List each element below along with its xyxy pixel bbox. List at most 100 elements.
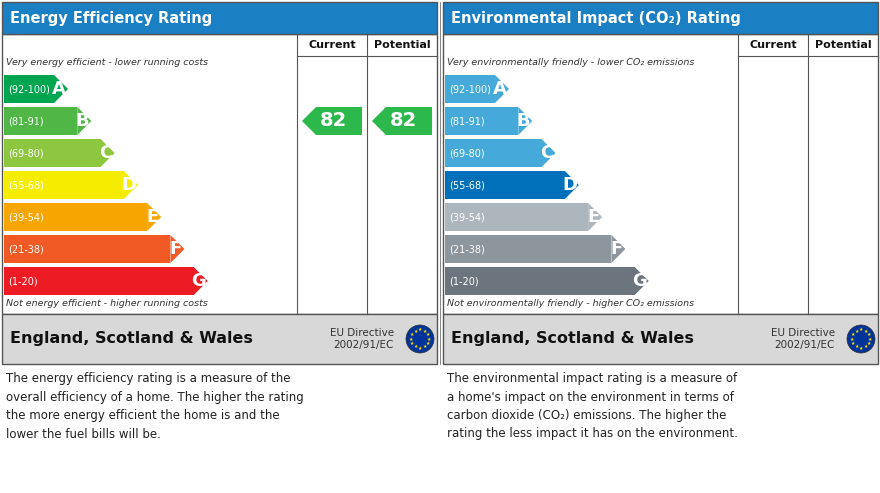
Text: C: C: [99, 144, 112, 162]
Bar: [4, 203, 147, 231]
Text: (92-100): (92-100): [449, 84, 491, 94]
Text: (1-20): (1-20): [8, 276, 38, 286]
Polygon shape: [100, 139, 114, 167]
Text: England, Scotland & Wales: England, Scotland & Wales: [451, 331, 693, 347]
Text: B: B: [76, 112, 89, 130]
Text: ★: ★: [410, 332, 414, 337]
Text: 82: 82: [390, 111, 417, 131]
Text: ★: ★: [850, 337, 854, 342]
Text: ★: ★: [426, 341, 430, 346]
Text: Environmental Impact (CO₂) Rating: Environmental Impact (CO₂) Rating: [451, 10, 741, 26]
Bar: [445, 203, 588, 231]
Bar: [443, 2, 878, 34]
Text: ★: ★: [863, 345, 868, 350]
Text: ★: ★: [418, 346, 422, 351]
Bar: [4, 75, 54, 103]
Text: ★: ★: [414, 345, 418, 350]
Text: ★: ★: [851, 341, 855, 346]
Text: ★: ★: [422, 329, 427, 334]
Bar: [316, 107, 362, 135]
Text: ★: ★: [408, 337, 413, 342]
Text: (69-80): (69-80): [8, 148, 44, 158]
Bar: [386, 107, 432, 135]
Bar: [4, 107, 77, 135]
Text: The environmental impact rating is a measure of
a home's impact on the environme: The environmental impact rating is a mea…: [447, 372, 737, 441]
Polygon shape: [634, 267, 649, 295]
Text: ★: ★: [854, 329, 859, 334]
Text: ★: ★: [414, 329, 418, 334]
Bar: [4, 235, 171, 263]
Text: Energy Efficiency Rating: Energy Efficiency Rating: [10, 10, 212, 26]
Text: (55-68): (55-68): [449, 180, 485, 190]
Text: 82: 82: [319, 111, 347, 131]
Text: Current: Current: [749, 40, 796, 50]
Text: G: G: [632, 272, 647, 290]
Text: (81-91): (81-91): [449, 116, 485, 126]
Text: ★: ★: [867, 341, 871, 346]
Text: EU Directive
2002/91/EC: EU Directive 2002/91/EC: [330, 328, 394, 350]
Text: ★: ★: [859, 327, 863, 332]
Bar: [445, 107, 518, 135]
Bar: [443, 314, 878, 364]
Text: (39-54): (39-54): [8, 212, 44, 222]
Text: England, Scotland & Wales: England, Scotland & Wales: [10, 331, 253, 347]
Text: (55-68): (55-68): [8, 180, 44, 190]
Polygon shape: [565, 171, 579, 199]
Text: (69-80): (69-80): [449, 148, 485, 158]
Polygon shape: [171, 235, 185, 263]
Bar: [445, 235, 612, 263]
Text: D: D: [121, 176, 136, 194]
Text: (1-20): (1-20): [449, 276, 479, 286]
Bar: [4, 171, 124, 199]
Bar: [443, 34, 878, 314]
Text: ★: ★: [863, 329, 868, 334]
Polygon shape: [588, 203, 602, 231]
Polygon shape: [541, 139, 555, 167]
Text: Not environmentally friendly - higher CO₂ emissions: Not environmentally friendly - higher CO…: [447, 299, 694, 308]
Text: D: D: [562, 176, 577, 194]
Text: E: E: [146, 208, 158, 226]
Text: F: F: [169, 240, 181, 258]
Text: ★: ★: [426, 332, 430, 337]
Text: ★: ★: [427, 337, 431, 342]
Text: (21-38): (21-38): [8, 244, 44, 254]
Polygon shape: [124, 171, 138, 199]
Text: ★: ★: [418, 327, 422, 332]
Bar: [4, 267, 194, 295]
Text: ★: ★: [422, 345, 427, 350]
Text: (92-100): (92-100): [8, 84, 50, 94]
Polygon shape: [372, 107, 386, 135]
Bar: [445, 267, 634, 295]
Text: C: C: [539, 144, 554, 162]
Text: Very environmentally friendly - lower CO₂ emissions: Very environmentally friendly - lower CO…: [447, 58, 694, 67]
Text: B: B: [517, 112, 530, 130]
Text: ★: ★: [867, 332, 871, 337]
Bar: [445, 139, 541, 167]
Text: (81-91): (81-91): [8, 116, 44, 126]
Text: Potential: Potential: [374, 40, 430, 50]
Text: (39-54): (39-54): [449, 212, 485, 222]
Polygon shape: [612, 235, 626, 263]
Text: Very energy efficient - lower running costs: Very energy efficient - lower running co…: [6, 58, 209, 67]
Text: ★: ★: [868, 337, 872, 342]
Text: G: G: [191, 272, 206, 290]
Text: ★: ★: [851, 332, 855, 337]
Polygon shape: [518, 107, 532, 135]
Circle shape: [847, 325, 875, 353]
Text: Potential: Potential: [815, 40, 871, 50]
Text: A: A: [493, 80, 507, 98]
Text: E: E: [587, 208, 599, 226]
Text: A: A: [52, 80, 66, 98]
Polygon shape: [77, 107, 92, 135]
Text: Current: Current: [308, 40, 356, 50]
Polygon shape: [194, 267, 208, 295]
Text: F: F: [610, 240, 622, 258]
Text: Not energy efficient - higher running costs: Not energy efficient - higher running co…: [6, 299, 208, 308]
Text: EU Directive
2002/91/EC: EU Directive 2002/91/EC: [771, 328, 835, 350]
Polygon shape: [495, 75, 509, 103]
Text: ★: ★: [859, 346, 863, 351]
Bar: [4, 139, 100, 167]
Bar: [2, 2, 437, 34]
Text: ★: ★: [854, 345, 859, 350]
Bar: [445, 171, 565, 199]
